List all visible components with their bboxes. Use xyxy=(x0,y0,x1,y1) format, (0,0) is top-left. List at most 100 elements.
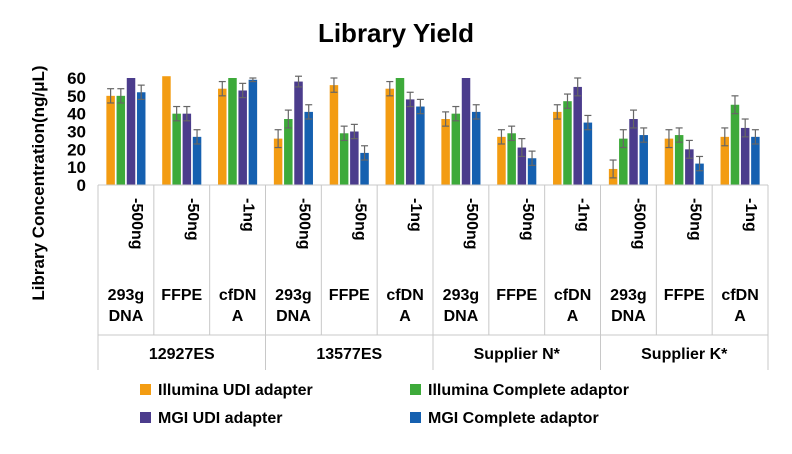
error-bar xyxy=(528,150,536,166)
bar xyxy=(553,111,562,185)
x-sample-label: A xyxy=(734,308,746,325)
error-bar xyxy=(518,138,526,158)
bar xyxy=(228,78,237,185)
x-sample-label: DNA xyxy=(611,308,646,325)
x-sample-label: A xyxy=(567,308,579,325)
y-axis-label: Library Concentration(ng/μL) xyxy=(29,65,48,300)
bar xyxy=(583,122,593,185)
error-bar xyxy=(696,155,704,172)
error-bar xyxy=(361,145,369,161)
bar xyxy=(218,88,227,185)
error-bar xyxy=(751,129,759,145)
error-bar xyxy=(406,91,414,108)
legend-label: Illumina UDI adapter xyxy=(158,382,313,399)
error-bar xyxy=(630,109,638,129)
x-sample-label: A xyxy=(399,308,411,325)
error-bar xyxy=(239,82,247,99)
x-amount-label: -500ng xyxy=(630,198,647,250)
bar xyxy=(248,79,258,185)
error-bar xyxy=(584,114,592,131)
bar xyxy=(639,135,648,185)
error-bar xyxy=(472,104,480,120)
y-tick-label: 40 xyxy=(67,105,86,124)
x-amount-label: -50ng xyxy=(686,198,703,241)
bar xyxy=(395,78,405,185)
error-bar xyxy=(442,111,450,127)
legend-item: MGI UDI adapter xyxy=(140,410,282,427)
x-sample-label: FFPE xyxy=(329,287,370,304)
y-tick-label: 50 xyxy=(67,87,86,106)
error-bar xyxy=(685,139,693,159)
error-bars xyxy=(107,75,759,179)
legend-swatch xyxy=(410,412,421,423)
bars xyxy=(106,76,760,185)
legend-swatch xyxy=(140,412,151,423)
x-sample-label: FFPE xyxy=(664,287,705,304)
error-bar xyxy=(563,93,571,109)
error-bar xyxy=(330,77,338,93)
error-bar xyxy=(137,84,145,101)
x-group-label: Supplier N* xyxy=(474,346,561,363)
x-group-label: Supplier K* xyxy=(641,346,728,363)
bar xyxy=(461,78,471,185)
y-tick-label: 30 xyxy=(67,123,86,142)
error-bar xyxy=(249,77,257,83)
error-bar xyxy=(117,88,125,104)
x-sample-label: 293g xyxy=(108,287,144,304)
bar xyxy=(116,95,126,185)
y-tick-label: 10 xyxy=(67,158,86,177)
error-bar xyxy=(731,95,739,115)
bar xyxy=(294,81,303,185)
x-sample-label: cfDN xyxy=(721,287,758,304)
error-bar xyxy=(508,125,516,142)
legend-label: MGI Complete adaptor xyxy=(428,410,599,427)
error-bar xyxy=(416,98,424,115)
bar xyxy=(172,113,181,185)
bar xyxy=(441,119,450,185)
x-axis-table: -500ng 293g DNA -50ng FFPE -1ng cfDN A -500ng 293… xyxy=(97,184,769,370)
error-bar xyxy=(497,129,505,145)
legend-label: Illumina Complete adaptor xyxy=(428,382,629,399)
error-bar xyxy=(721,127,729,147)
chart-title: Library Yield xyxy=(318,18,474,48)
bar xyxy=(751,136,760,185)
error-bar xyxy=(619,129,627,149)
x-amount-label: -1ng xyxy=(575,198,592,232)
legend-item: Illumina UDI adapter xyxy=(140,382,313,399)
bar xyxy=(471,111,481,185)
error-bar xyxy=(675,127,683,143)
bar xyxy=(497,136,506,185)
x-sample-label: A xyxy=(232,308,244,325)
error-bar xyxy=(386,80,394,97)
error-bar xyxy=(665,129,673,149)
error-bar xyxy=(218,80,226,97)
x-amount-label: -1ng xyxy=(742,198,759,232)
bar xyxy=(416,106,425,185)
x-amount-label: -500ng xyxy=(128,198,145,250)
bar xyxy=(664,138,674,185)
bar xyxy=(350,131,359,185)
x-amount-label: -50ng xyxy=(519,198,536,241)
legend-label: MGI UDI adapter xyxy=(158,410,282,427)
x-sample-label: 293g xyxy=(610,287,646,304)
bar xyxy=(329,85,339,185)
x-sample-label: 293g xyxy=(275,287,311,304)
x-sample-label: DNA xyxy=(276,308,311,325)
bar xyxy=(563,101,572,185)
x-amount-label: -1ng xyxy=(240,198,257,232)
legend-swatch xyxy=(410,384,421,395)
error-bar xyxy=(340,125,348,142)
y-tick-label: 0 xyxy=(77,176,86,195)
error-bar xyxy=(173,105,181,122)
x-sample-label: DNA xyxy=(444,308,479,325)
error-bar xyxy=(284,109,292,129)
bar xyxy=(451,113,461,185)
error-bar xyxy=(350,123,358,140)
x-amount-label: -500ng xyxy=(295,198,312,250)
bar xyxy=(740,127,750,185)
bar xyxy=(273,138,283,185)
bar xyxy=(339,133,349,185)
error-bar xyxy=(574,77,582,97)
